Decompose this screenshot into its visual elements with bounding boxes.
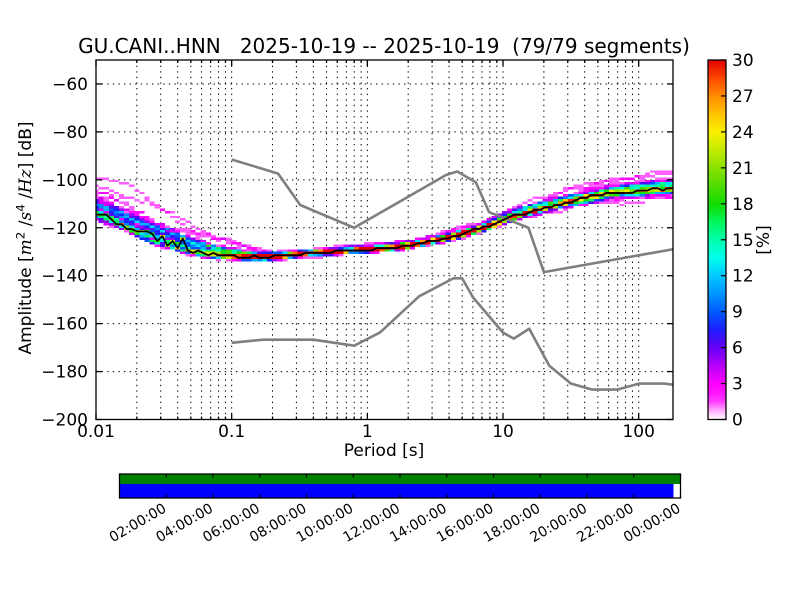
colorbar-gradient (708, 60, 726, 420)
x-tick-label: 0.1 (218, 422, 245, 442)
colorbar-tick-label: 0 (732, 411, 743, 431)
low-noise-model-line (231, 277, 673, 391)
x-tick-label: 10 (492, 422, 514, 442)
colorbar-tick-label: 24 (732, 123, 754, 143)
colorbar-tick-label: 15 (732, 231, 754, 251)
y-axis-label: Amplitude [m2 /s4 /Hz] [dB] (13, 121, 36, 355)
mode-line (96, 187, 673, 259)
colorbar-tick-label: 27 (732, 87, 754, 107)
y-tick-label: −180 (41, 363, 88, 383)
colorbar-tick-label: 6 (732, 339, 743, 359)
plot-frame (95, 59, 674, 421)
plot-title: GU.CANI..HNN 2025-10-19 -- 2025-10-19 (7… (78, 34, 690, 58)
x-axis-label: Period [s] (343, 441, 425, 461)
y-tick-label: −120 (41, 219, 88, 239)
colorbar-label: [%] (754, 225, 774, 255)
colorbar-tick-label: 9 (732, 303, 743, 323)
colorbar-tick-label: 3 (732, 375, 743, 395)
colorbar-tick-label: 30 (732, 51, 754, 71)
colorbar-tick-label: 21 (732, 159, 754, 179)
high-noise-model-line (231, 158, 673, 274)
coverage-bar: 02:00:0004:00:0006:00:0008:00:0010:00:00… (107, 473, 684, 546)
y-tick-label: −160 (41, 315, 88, 335)
colorbar-tick-label: 18 (732, 195, 754, 215)
colorbar: 0 3 6 9 12 15 18 21 24 27 30 (707, 51, 754, 431)
y-tick-label: −60 (52, 75, 88, 95)
coverage-psd-segment (119, 484, 674, 498)
y-tick-label: −100 (41, 171, 88, 191)
coverage-data-segment (119, 474, 681, 484)
x-tick-label: 1 (362, 422, 373, 442)
axes: 0.01 0.1 1 10 100 −200 −180 −160 −140 −120 −100 −80… (41, 59, 674, 442)
x-tick-label: 0.01 (77, 422, 115, 442)
y-tick-label: −200 (41, 411, 88, 431)
curves (96, 158, 673, 391)
x-tick-label: 100 (622, 422, 654, 442)
colorbar-tick-label: 12 (732, 267, 754, 287)
y-tick-label: −80 (52, 123, 88, 143)
y-tick-label: −140 (41, 267, 88, 287)
